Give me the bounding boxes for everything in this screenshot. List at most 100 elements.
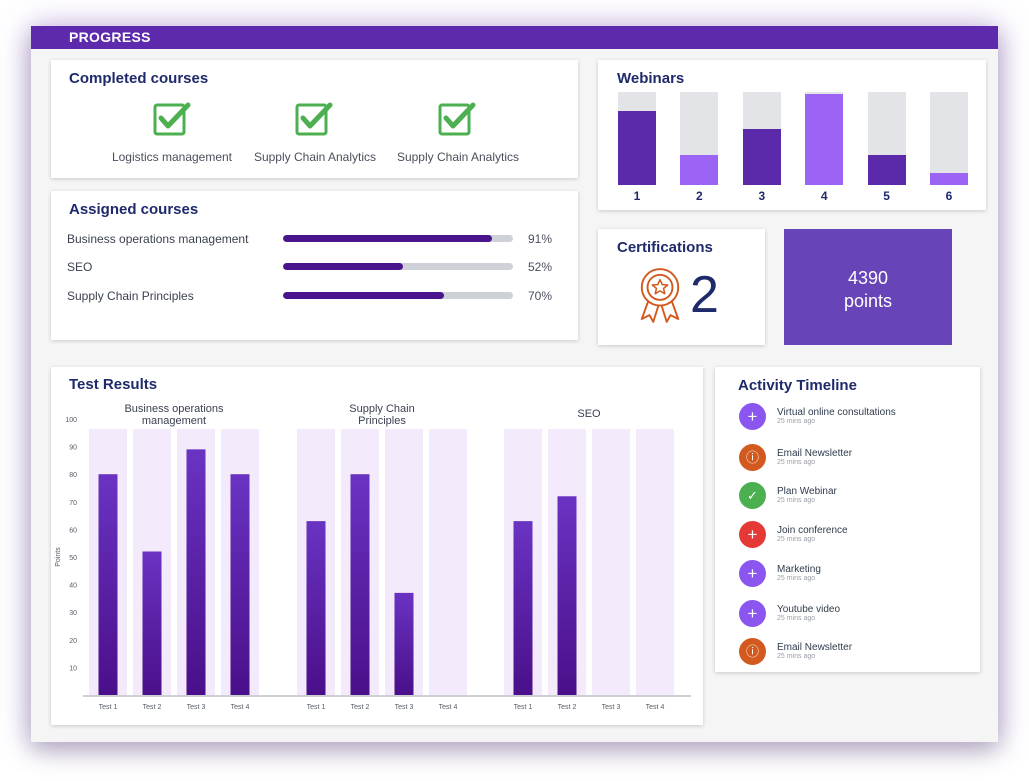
webinar-bar-label: 6 xyxy=(945,189,953,203)
progress-bar-fill xyxy=(283,263,403,270)
check-icon: ✓ xyxy=(739,482,766,509)
webinar-bar-track xyxy=(930,92,968,185)
x-tick-label: Test 3 xyxy=(395,704,414,711)
webinar-bar-fill xyxy=(805,94,844,185)
info-icon: ⓘ xyxy=(739,444,766,471)
test-bar xyxy=(186,449,206,695)
x-tick-label: Test 3 xyxy=(602,704,621,711)
progress-bar-fill xyxy=(283,235,493,242)
y-tick-label: 100 xyxy=(65,417,77,424)
group-title: Principles xyxy=(358,415,406,427)
x-tick-label: Test 2 xyxy=(558,704,577,711)
checkbox-checked-icon xyxy=(295,102,333,136)
webinar-bar-label: 2 xyxy=(696,189,703,203)
assigned-courses-card: Assigned courses Business operations man… xyxy=(51,191,578,340)
timeline-item-title: Email Newsletter xyxy=(777,642,853,653)
test-bar xyxy=(557,496,577,695)
certifications-title: Certifications xyxy=(617,239,713,256)
bar-slot-background xyxy=(429,429,467,695)
plus-icon: + xyxy=(739,600,766,627)
webinar-bar-fill xyxy=(867,155,906,185)
page-title: PROGRESS xyxy=(69,29,151,45)
test-bar xyxy=(230,474,250,695)
x-tick-label: Test 4 xyxy=(231,704,250,711)
group-title: Supply Chain xyxy=(349,403,414,415)
x-tick-label: Test 3 xyxy=(187,704,206,711)
timeline-item-title: Virtual online consultations xyxy=(777,407,896,418)
checkbox-checked-icon xyxy=(438,102,476,136)
timeline-item-time: 25 mins ago xyxy=(777,653,816,660)
progress-bar-fill xyxy=(283,292,444,299)
points-value: 4390 xyxy=(847,268,889,288)
timeline-item-time: 25 mins ago xyxy=(777,575,816,582)
top-bar: PROGRESS xyxy=(31,26,998,49)
y-tick-label: 50 xyxy=(69,555,77,562)
award-ribbon-icon xyxy=(640,268,680,323)
webinar-bar-fill xyxy=(742,129,781,185)
plus-icon: + xyxy=(739,560,766,587)
assigned-course-label: Supply Chain Principles xyxy=(67,289,194,303)
y-tick-label: 20 xyxy=(69,638,77,645)
y-tick-label: 30 xyxy=(69,610,77,617)
x-tick-label: Test 2 xyxy=(351,704,370,711)
test-bar xyxy=(98,474,118,695)
points-card: 4390 points xyxy=(784,229,952,345)
info-icon: ⓘ xyxy=(739,638,766,665)
y-tick-label: 80 xyxy=(69,472,77,479)
webinars-card: Webinars 1 2 3 4 5 6 xyxy=(598,60,986,210)
test-results-chart: 10 20 30 40 50 60 70 80 90 100 Points Business oper… xyxy=(55,403,691,711)
y-tick-label: 90 xyxy=(69,445,77,452)
y-tick-label: 40 xyxy=(69,583,77,590)
webinar-bar-label: 1 xyxy=(633,189,641,203)
group-title: management xyxy=(142,415,206,427)
webinar-bar-label: 5 xyxy=(883,189,890,203)
webinar-bar-fill xyxy=(930,173,968,185)
timeline-item-time: 25 mins ago xyxy=(777,459,816,466)
assigned-course-label: Business operations management xyxy=(67,232,249,246)
y-tick-label: 70 xyxy=(69,500,77,507)
test-bar xyxy=(394,592,414,695)
completed-courses-card: Completed courses Logistics management S… xyxy=(51,60,578,178)
webinar-bar-fill xyxy=(680,155,719,185)
progress-percent: 52% xyxy=(528,260,553,274)
assigned-courses-title: Assigned courses xyxy=(69,201,199,218)
dashboard-frame: PROGRESS Completed courses Logistics man… xyxy=(31,26,998,742)
plus-icon: + xyxy=(739,403,766,430)
plus-icon: + xyxy=(739,521,766,548)
webinars-title: Webinars xyxy=(617,70,685,87)
activity-timeline-title: Activity Timeline xyxy=(738,377,857,394)
group-title: Business operations xyxy=(124,403,224,415)
y-axis-label: Points xyxy=(55,547,62,567)
timeline-item-time: 25 mins ago xyxy=(777,418,816,425)
timeline-item-time: 25 mins ago xyxy=(777,615,816,622)
test-results-title: Test Results xyxy=(69,376,158,393)
progress-percent: 91% xyxy=(528,232,553,246)
checkbox-checked-icon xyxy=(153,102,191,136)
timeline-item-time: 25 mins ago xyxy=(777,536,816,543)
test-bar xyxy=(306,521,326,695)
group-title: SEO xyxy=(577,408,601,420)
test-bar xyxy=(513,521,533,695)
completed-course-name: Logistics management xyxy=(111,150,233,164)
y-tick-label: 10 xyxy=(69,665,77,672)
assigned-course-label: SEO xyxy=(67,260,93,274)
timeline-item-title: Join conference xyxy=(777,525,848,536)
progress-bar xyxy=(283,292,513,299)
x-tick-label: Test 1 xyxy=(307,704,326,711)
webinar-bar-label: 4 xyxy=(820,189,828,203)
timeline-item-time: 25 mins ago xyxy=(777,497,816,504)
x-tick-label: Test 2 xyxy=(143,704,162,711)
certifications-count: 2 xyxy=(690,266,719,324)
webinar-bar-label: 3 xyxy=(758,189,766,203)
bar-slot-background xyxy=(636,429,674,695)
completed-course-name: Supply Chain Analytics xyxy=(396,150,520,164)
progress-percent: 70% xyxy=(528,289,553,303)
progress-bar xyxy=(283,235,513,242)
x-tick-label: Test 1 xyxy=(514,704,533,711)
progress-bar xyxy=(283,263,513,270)
timeline-item-title: Marketing xyxy=(777,564,821,575)
completed-course-name: Supply Chain Analytics xyxy=(253,150,377,164)
timeline-item-title: Youtube video xyxy=(777,604,841,615)
bar-slot-background xyxy=(592,429,630,695)
timeline-item-title: Email Newsletter xyxy=(777,448,853,459)
